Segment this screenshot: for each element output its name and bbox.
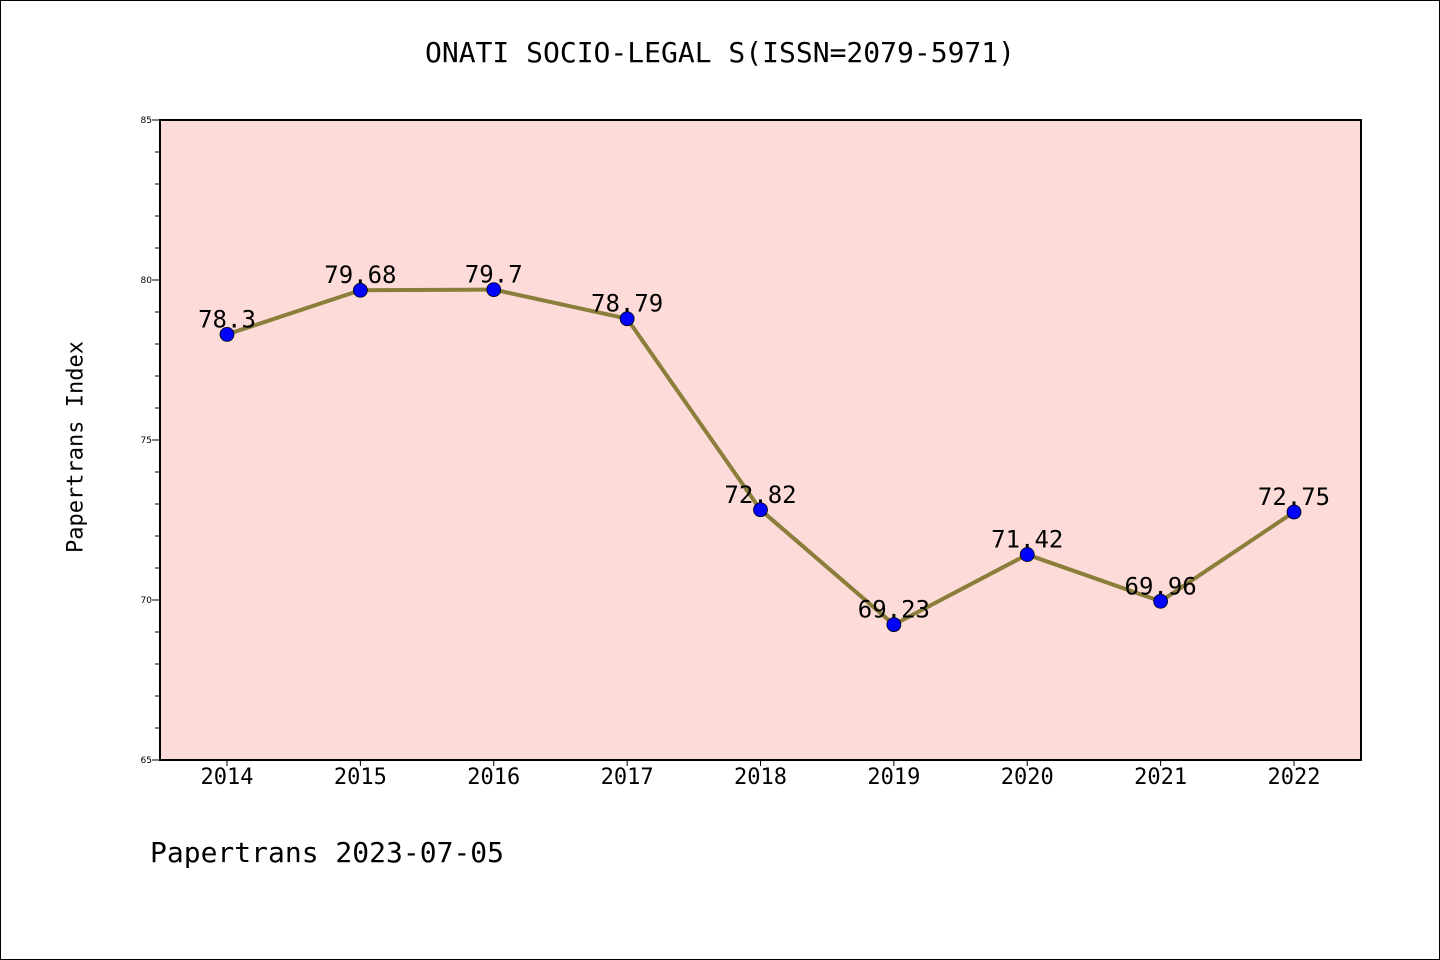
data-point (486, 282, 502, 298)
plot-frame (159, 119, 1362, 761)
y-tick-label: 75 (141, 436, 152, 446)
x-tick-label: 2019 (867, 765, 920, 790)
x-tick-label: 2014 (201, 765, 254, 790)
data-point (1019, 547, 1035, 562)
chart-title: ONATI SOCIO-LEGAL S(ISSN=2079-5971) (424, 36, 1015, 69)
x-tick-label: 2016 (467, 765, 520, 790)
y-tick-label: 85 (141, 116, 152, 126)
y-tick-label: 65 (141, 756, 152, 766)
data-point (352, 282, 368, 298)
data-point (619, 311, 635, 327)
x-tick-label: 2018 (734, 765, 787, 790)
y-tick-label: 80 (141, 276, 153, 286)
x-tick-label: 2021 (1134, 765, 1187, 790)
data-point (886, 617, 902, 633)
plot-area (160, 120, 1361, 760)
data-point (219, 326, 235, 342)
x-tick-label: 2022 (1268, 765, 1321, 790)
data-point (1286, 504, 1302, 520)
data-point (1153, 593, 1169, 609)
x-tick-label: 2020 (1001, 765, 1054, 790)
y-tick-label: 70 (141, 596, 153, 606)
x-tick-label: 2017 (601, 765, 654, 790)
footer-text: Papertrans 2023-07-05 (150, 836, 505, 869)
x-tick-label: 2015 (334, 765, 387, 790)
data-point (753, 502, 768, 518)
